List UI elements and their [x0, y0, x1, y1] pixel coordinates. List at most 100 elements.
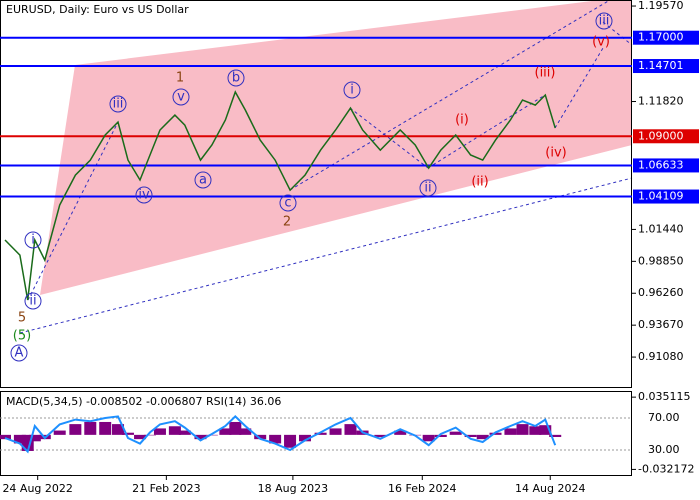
y-tick-label: 0.93670 [638, 318, 684, 331]
guide-lines [19, 0, 633, 334]
wave-circle [24, 292, 42, 310]
macd-bar [229, 421, 242, 435]
y-tick-label: -0.032172 [638, 462, 694, 475]
macd-bar [422, 434, 435, 442]
price-line [4, 90, 556, 301]
macd-bar [168, 426, 181, 435]
macd-bar [394, 430, 407, 435]
wave-circle [109, 95, 127, 113]
x-tick-label: 14 Aug 2024 [515, 482, 585, 495]
macd-bar [178, 430, 191, 435]
wave-label: iii [113, 97, 124, 112]
level-label: 1.09000 [638, 129, 684, 142]
macd-bar [153, 428, 166, 435]
macd-bar [269, 434, 282, 444]
wave-circle [595, 12, 613, 30]
level-label-box [633, 30, 699, 45]
level-label-box [633, 189, 699, 204]
macd-bar [529, 426, 542, 435]
chart-title: EURUSD, Daily: Euro vs US Dollar [6, 3, 189, 16]
wave-circle [24, 231, 42, 249]
y2-tick-label: 70.00 [648, 411, 680, 424]
level-label: 1.14701 [638, 59, 684, 72]
macd-bar [144, 434, 157, 436]
macd-bar [254, 434, 267, 440]
y2-tick-label: 30.00 [648, 443, 680, 456]
macd-bar [374, 434, 387, 438]
macd-bar [434, 434, 447, 438]
y-tick-label: 1.19570 [638, 0, 684, 12]
macd-bar [539, 425, 552, 435]
macd-bar [476, 434, 489, 440]
wave-label: iii [599, 14, 610, 29]
macd-bar [112, 424, 125, 435]
indicator-title: MACD(5,34,5) -0.008502 -0.006807 RSI(14)… [6, 395, 281, 408]
wave-circle [135, 186, 153, 204]
level-label: 1.17000 [638, 31, 684, 44]
macd-bar [28, 434, 41, 442]
y-tick-label: 0.96260 [638, 286, 684, 299]
wave-label: b [232, 71, 240, 86]
y-tick-label: 0.91080 [638, 350, 684, 363]
wave-label: 5 [18, 311, 26, 326]
level-label: 1.04109 [638, 190, 684, 203]
macd-bar [284, 434, 297, 448]
macd-bar [84, 421, 97, 435]
wave-label: 1 [176, 71, 184, 86]
wave-circle [279, 194, 297, 212]
macd-bar [53, 430, 66, 435]
macd-bar [549, 434, 562, 438]
level-label-box [633, 59, 699, 74]
wave-circle [172, 88, 190, 106]
wave-label: (ii) [471, 175, 488, 190]
wave-circle [419, 179, 437, 197]
y-tick-label: 0.035115 [638, 390, 691, 403]
macd-bar [449, 431, 462, 435]
wave-label: (v) [592, 35, 610, 50]
x-tick-label: 24 Aug 2022 [2, 482, 72, 495]
macd-bar [13, 434, 26, 444]
wave-label: ii [424, 181, 431, 196]
macd-bar [0, 434, 11, 440]
wave-label: (iv) [545, 146, 566, 161]
wave-label: c [284, 196, 291, 211]
y-tick-label: 1.01440 [638, 222, 684, 235]
wave-label: i [350, 83, 354, 98]
macd-bar [99, 421, 112, 435]
x-tick-label: 16 Feb 2024 [388, 482, 456, 495]
rsi-line [4, 415, 557, 454]
wave-label: A [15, 346, 24, 361]
macd-bar [121, 432, 134, 435]
macd-bar [194, 434, 207, 440]
wave-label: (5) [13, 329, 31, 344]
y-tick-label: 0.98850 [638, 254, 684, 267]
wave-label: ii [29, 294, 36, 309]
macd-bar [69, 424, 82, 435]
channel [40, 0, 632, 295]
wave-label: i [31, 233, 35, 248]
macd-bar [314, 432, 327, 435]
macd-bar [134, 434, 147, 440]
macd-bar [489, 432, 502, 435]
macd-bar [504, 428, 517, 435]
wave-circle [343, 81, 361, 99]
level-label: 1.06633 [638, 158, 684, 171]
x-tick-label: 21 Feb 2023 [132, 482, 200, 495]
price-frame [0, 0, 632, 388]
wave-label: (i) [455, 113, 469, 128]
wave-label: iv [138, 188, 150, 203]
macd-bar [239, 428, 252, 435]
macd-bar [464, 434, 477, 438]
macd-bar [329, 428, 342, 435]
wave-label: a [199, 173, 207, 188]
macd-bar [21, 434, 34, 451]
wave-circle [10, 344, 28, 362]
wave-label: (iii) [535, 66, 556, 81]
level-label-box [633, 129, 699, 144]
wave-circle [227, 69, 245, 87]
wave-label: v [177, 90, 185, 105]
macd-bar [516, 424, 529, 435]
wave-label: 2 [283, 215, 291, 230]
level-label-box [633, 158, 699, 173]
